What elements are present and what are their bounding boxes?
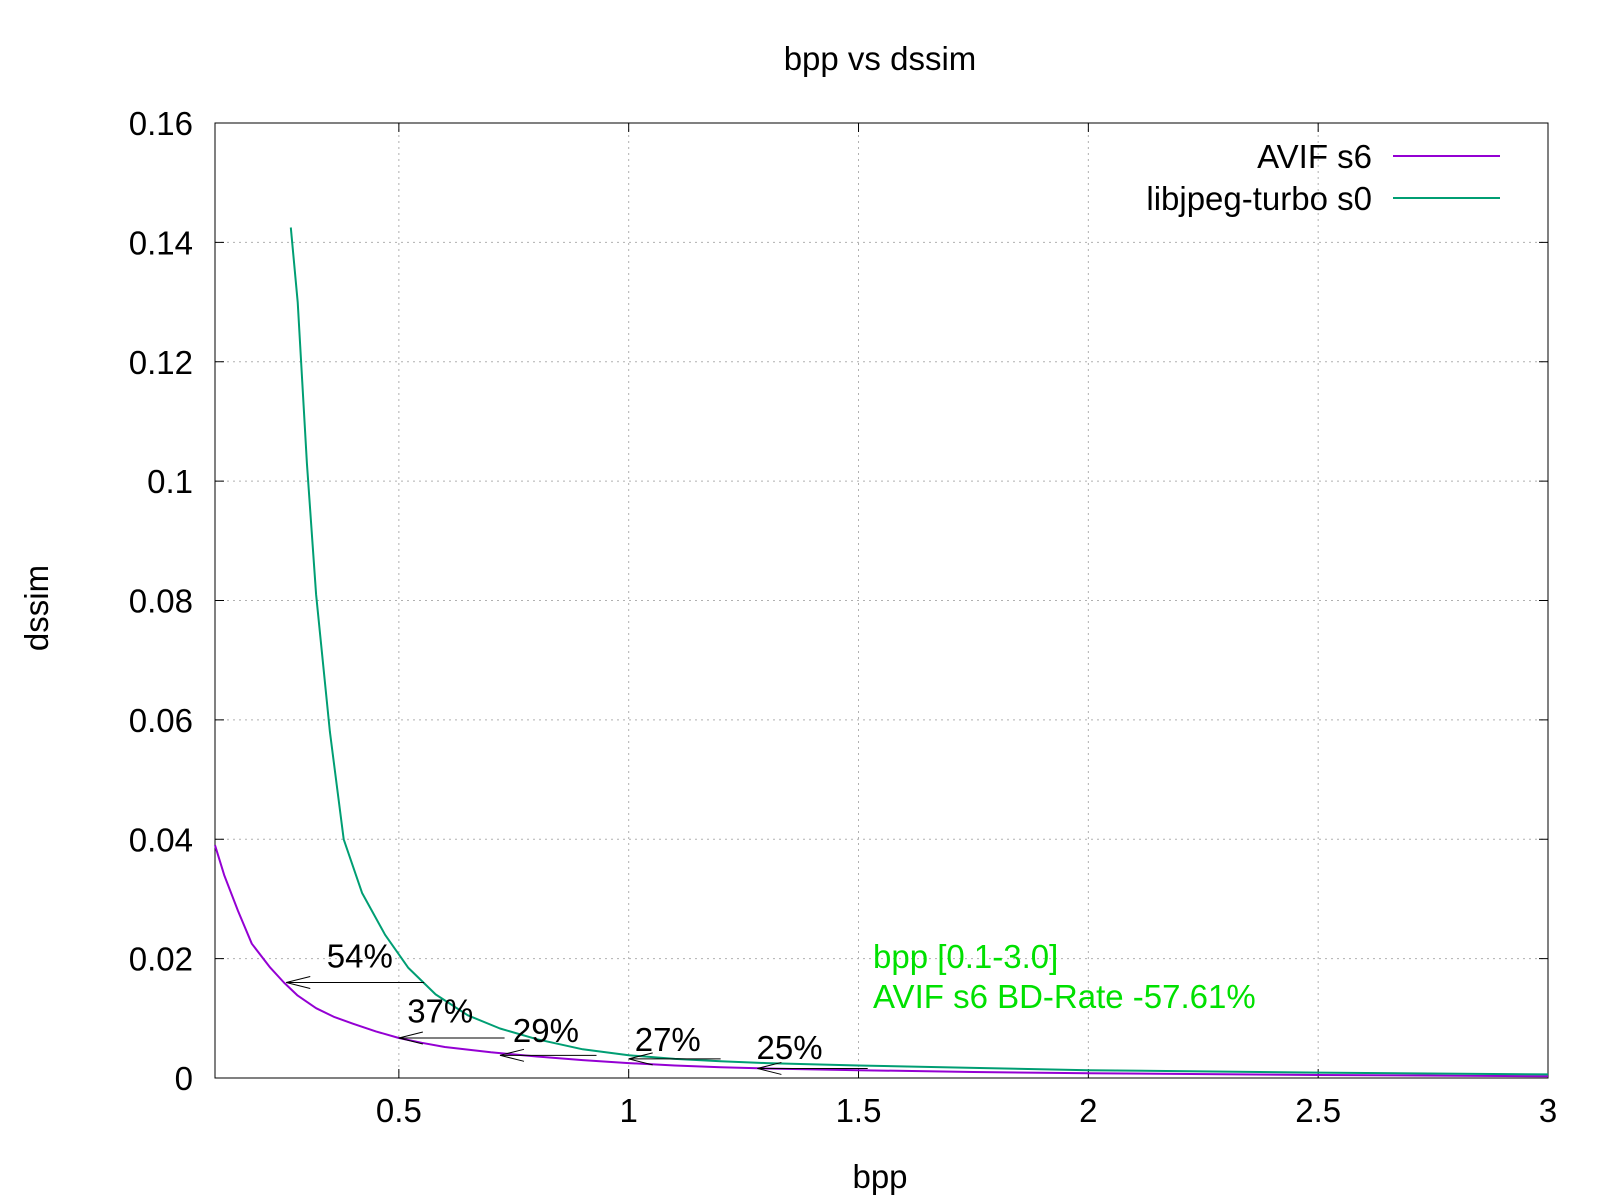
y-tick-label: 0.08: [129, 583, 193, 620]
x-axis-label: bpp: [852, 1158, 907, 1195]
x-tick-label: 3: [1539, 1092, 1557, 1129]
grid: [215, 123, 1548, 1078]
series-layer: [214, 227, 1549, 1078]
x-tick-label: 1.5: [836, 1092, 882, 1129]
x-tick-label: 2: [1079, 1092, 1097, 1129]
y-tick-label: 0.04: [129, 821, 193, 858]
chart-title: bpp vs dssim: [784, 40, 977, 77]
arrow-head: [499, 1048, 525, 1062]
x-tick-label: 2.5: [1295, 1092, 1341, 1129]
x-tick-label: 1: [620, 1092, 638, 1129]
bd-rate-range: bpp [0.1-3.0]: [873, 938, 1058, 975]
arrow-head: [757, 1061, 782, 1075]
y-tick-label: 0.14: [129, 224, 193, 261]
bd-rate-value: AVIF s6 BD-Rate -57.61%: [873, 978, 1256, 1015]
y-tick-label: 0.16: [129, 105, 193, 142]
y-tick-label: 0.12: [129, 344, 193, 381]
y-tick-label: 0: [175, 1060, 193, 1097]
annotation-label: 27%: [635, 1021, 701, 1058]
annotation-label: 29%: [513, 1012, 579, 1049]
legend-label: libjpeg-turbo s0: [1146, 180, 1372, 217]
annotations: 54% 37% 29% 27% 25%: [286, 938, 868, 1075]
arrow-head: [286, 976, 311, 989]
y-tick-label: 0.02: [129, 941, 193, 978]
annotation-label: 25%: [757, 1029, 823, 1066]
arrow-head: [398, 1031, 423, 1045]
series-line-libjpeg-turbo-s0: [289, 227, 1549, 1076]
annotation-label: 37%: [407, 992, 473, 1029]
series-line-avif-s6: [214, 844, 1549, 1078]
annotation-label: 54%: [327, 938, 393, 975]
y-tick-label: 0.1: [147, 463, 193, 500]
y-tick-label: 0.06: [129, 702, 193, 739]
arrow-head: [628, 1052, 653, 1066]
axis-ticks: 0.5 1 1.5 2 2.5 3 0 0.02 0.04 0.06 0.08 0.1 0.12 0.14…: [129, 105, 1557, 1129]
y-axis-label: dssim: [18, 565, 55, 651]
legend: AVIF s6 libjpeg-turbo s0: [1146, 138, 1500, 217]
legend-label: AVIF s6: [1257, 138, 1372, 175]
x-tick-label: 0.5: [376, 1092, 422, 1129]
